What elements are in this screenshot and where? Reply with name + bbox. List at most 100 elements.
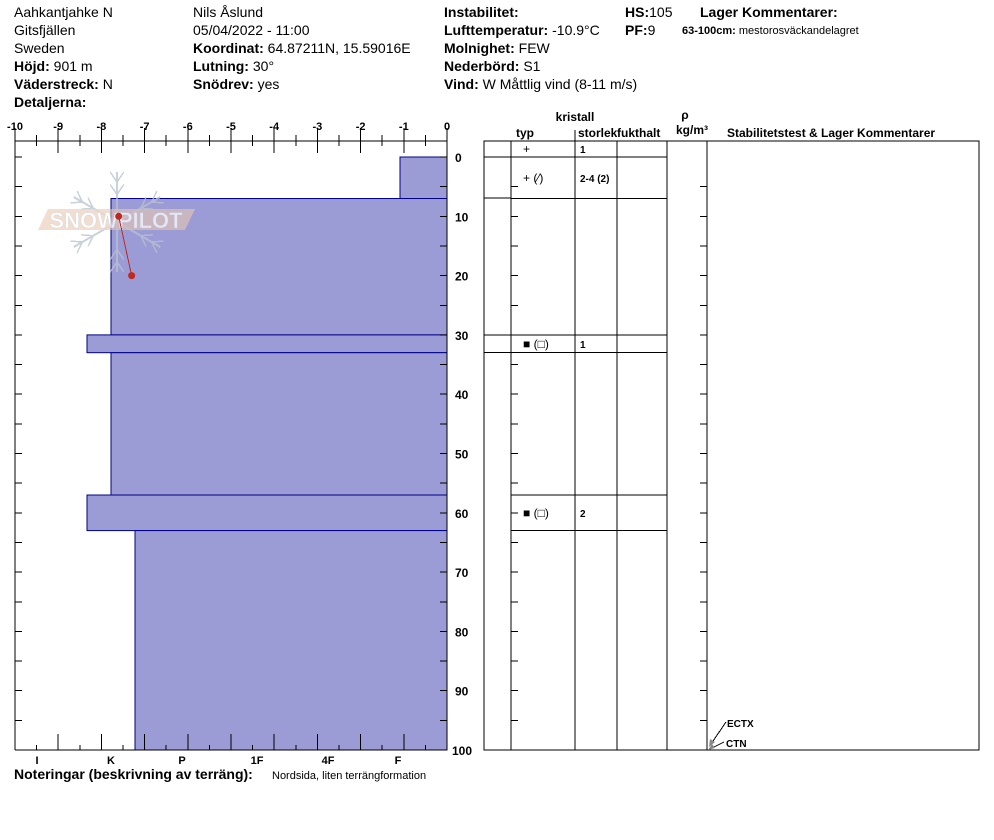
layer-comment-range: 63-100cm: [682, 25, 736, 37]
depth-tick-label: 60 [455, 507, 469, 521]
logo-text: SNOWPILOT [49, 208, 183, 233]
snowflake-branch-icon [140, 235, 147, 247]
datetime: 05/04/2022 - 11:00 [193, 22, 310, 38]
snowflake-branch-icon [87, 197, 94, 209]
hardness-layer-2 [86, 334, 448, 354]
details-label: Detaljerna: [14, 94, 86, 110]
hardness-tick-label: 4F [322, 755, 335, 767]
snowflake-branch-icon [151, 240, 164, 243]
sky: Molnighet: FEW [444, 40, 551, 56]
temp-point [115, 212, 123, 220]
temp-tick-label: -7 [140, 121, 150, 133]
region: Gitsfjällen [14, 22, 75, 38]
crystal-size: 2-4 (2) [580, 174, 609, 185]
pf-value: 9 [648, 22, 656, 38]
hs-label: HS: [625, 4, 649, 20]
header-density: kg/m³ [676, 123, 708, 137]
hardness-tick-label: P [178, 755, 185, 767]
depth-tick-label: 100 [452, 744, 472, 758]
hardness-layer-4 [86, 494, 448, 532]
test-label: ECTX [727, 719, 754, 730]
aspect: Väderstreck: N [14, 76, 113, 92]
depth-tick-label: 40 [455, 388, 469, 402]
depth-tick-label: 0 [455, 151, 462, 165]
temp-tick-label: -5 [226, 121, 236, 133]
crystal-type: ■ (□) [523, 506, 549, 520]
depth-tick-label: 50 [455, 448, 469, 462]
hardness-tick-label: K [107, 755, 115, 767]
hardness-temperature-chart: SNOWPILOT-10 -9 -8 -7 -6 -5 -4 -3 -2 -1 0010203040… [7, 121, 472, 767]
hardness-tick-label: 1F [251, 755, 264, 767]
snowflake-branch-icon [150, 241, 158, 254]
snowflake-branch-icon [76, 241, 84, 254]
temp-profile-line [118, 216, 133, 276]
arrow-head-icon [708, 744, 715, 750]
snowflake-branch-icon [140, 197, 147, 209]
temp-point [128, 272, 136, 280]
snowflake-branch-icon [109, 261, 118, 273]
snowflake-branch-icon [140, 234, 153, 237]
crystal-size: 1 [580, 340, 586, 351]
depth-tick-label: 10 [455, 210, 469, 224]
temp-tick-label: -10 [7, 121, 23, 133]
elevation: Höjd: 901 m [14, 58, 93, 74]
hs: HS:105 [625, 4, 673, 20]
layer-table: kristall typ storlek fukthalt ρkg/m³ Stabilit… [483, 108, 980, 751]
header-type: typ [516, 126, 534, 140]
depth-tick-label: 80 [455, 625, 469, 639]
slope-value: 30° [253, 58, 274, 74]
drift: Snödrev: yes [193, 76, 279, 92]
header-rho: ρ [681, 108, 688, 122]
wind-value: W Måttlig vind (8-11 m/s) [483, 76, 638, 92]
snowflake-branch-icon [116, 184, 125, 195]
snowflake-branch-icon [151, 201, 164, 204]
test-label: CTN [726, 739, 747, 750]
coord-value: 64.87211N, 15.59016E [268, 40, 411, 56]
wind: Vind: W Måttlig vind (8-11 m/s) [444, 76, 637, 92]
temp-tick-label: -3 [313, 121, 323, 133]
depth-tick-label: 70 [455, 566, 469, 580]
snowpilot-logo: SNOWPILOT [38, 171, 195, 273]
snowflake-branch-icon [70, 240, 83, 243]
snowflake-branch-icon [116, 249, 125, 260]
header-moisture: fukthalt [617, 126, 660, 140]
precip-value: S1 [523, 58, 540, 74]
notes-value: Nordsida, liten terrängformation [272, 770, 426, 782]
layer-comment: 63-100cm: mestorosväckandelagret [682, 25, 859, 37]
crystal-type: + [523, 142, 530, 156]
snowflake-branch-icon [116, 171, 125, 183]
coord-label: Koordinat: [193, 40, 264, 56]
elevation-label: Höjd: [14, 58, 50, 74]
depth-tick-label: 30 [455, 329, 469, 343]
airtemp-value: -10.9°C [552, 22, 600, 38]
snowflake-branch-icon [81, 234, 94, 237]
snowflake-branch-icon [87, 235, 94, 247]
temp-tick-label: -4 [269, 121, 280, 133]
precip-label: Nederbörd: [444, 58, 519, 74]
crystal-type: ■ (□) [523, 337, 549, 351]
slope-label: Lutning: [193, 58, 249, 74]
header-crystal: kristall [556, 110, 595, 124]
crystal-size: 1 [580, 145, 586, 156]
hardness-layer-3 [110, 352, 448, 496]
country: Sweden [14, 40, 65, 56]
header-stability: Stabilitetstest & Lager Kommentarer [727, 126, 935, 140]
drift-value: yes [258, 76, 280, 92]
temp-tick-label: 0 [444, 121, 450, 133]
crystal-type: + (⁄) [523, 171, 543, 185]
snowflake-branch-icon [109, 171, 118, 183]
temp-tick-label: -2 [356, 121, 366, 133]
arrow-head-icon [709, 739, 715, 747]
location: Aahkantjahke N [14, 4, 113, 20]
temp-tick-label: -8 [97, 121, 107, 133]
sky-label: Molnighet: [444, 40, 515, 56]
coordinates: Koordinat: 64.87211N, 15.59016E [193, 40, 411, 56]
elevation-value: 901 m [54, 58, 93, 74]
pf: PF:9 [625, 22, 656, 38]
header-size: storlek [578, 126, 618, 140]
airtemp-label: Lufttemperatur: [444, 22, 548, 38]
sky-value: FEW [519, 40, 551, 56]
air-temp: Lufttemperatur: -10.9°C [444, 22, 600, 38]
snowflake-branch-icon [150, 190, 158, 203]
